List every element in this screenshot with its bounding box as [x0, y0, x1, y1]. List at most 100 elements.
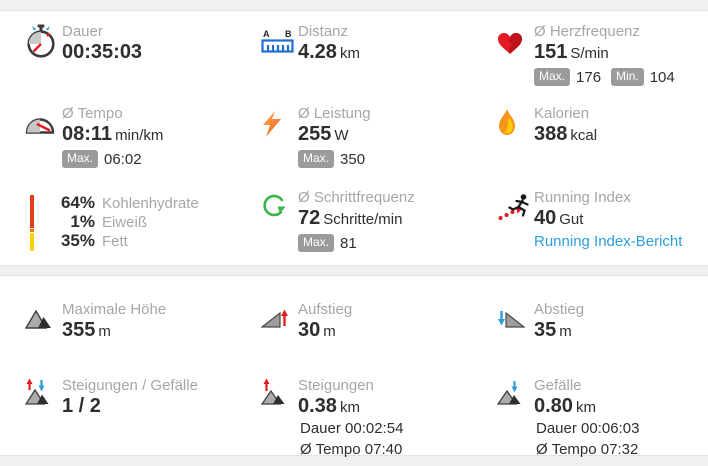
svg-text:A: A	[263, 29, 270, 39]
descents-label: Gefälle	[534, 377, 582, 394]
tile-pace: Ø Tempo 08:11 min/km Max. 06:02	[0, 104, 236, 188]
max-altitude-label: Maximale Höhe	[62, 301, 167, 318]
max-altitude-unit: m	[98, 323, 111, 340]
max-badge: Max.	[62, 150, 99, 168]
cadence-unit: Schritte/min	[323, 211, 403, 228]
protein-pct: 1%	[70, 212, 95, 231]
power-max: 350	[340, 150, 366, 168]
power-value: 255	[298, 123, 332, 145]
climbs-pace: Ø Tempo 07:40	[300, 441, 403, 458]
calories-value: 388	[534, 123, 568, 145]
carbs-label: Kohlenhydrate	[102, 195, 199, 212]
mountains-up-down-arrows-icon	[24, 376, 62, 466]
ascent-value: 30	[298, 319, 321, 341]
macro-row-protein: 1% Eiweiß	[47, 212, 199, 231]
tile-calories: Kalorien 388 kcal	[472, 104, 708, 188]
fat-label: Fett	[102, 233, 128, 250]
climbs-label: Steigungen	[298, 377, 374, 394]
tile-cadence: Ø Schrittfrequenz 72 Schritte/min Max. 81	[236, 188, 472, 267]
stopwatch-icon	[25, 22, 62, 104]
ascent-unit: m	[323, 323, 336, 340]
tile-heart-rate: Ø Herzfrequenz 151 S/min Max. 176 Min. 10…	[472, 22, 708, 104]
tile-descents: Gefälle 0.80 km Dauer 00:06:03 Ø Tempo 07…	[472, 376, 708, 466]
distance-unit: km	[339, 45, 360, 62]
descents-duration: Dauer 00:06:03	[536, 420, 640, 437]
power-label: Ø Leistung	[298, 105, 371, 122]
cadence-max: 81	[340, 234, 357, 252]
flame-icon	[497, 104, 534, 188]
max-badge: Max.	[298, 234, 335, 252]
macro-bar-fat	[30, 232, 34, 251]
tile-descent: Abstieg 35 m	[472, 300, 708, 376]
tile-max-altitude: Maximale Höhe 355 m	[0, 300, 236, 376]
max-badge: Max.	[534, 68, 571, 86]
distance-label: Distanz	[298, 23, 349, 40]
mountains-down-arrow-icon	[496, 376, 534, 466]
tile-power: Ø Leistung 255 W Max. 350	[236, 104, 472, 188]
descent-value: 35	[534, 319, 557, 341]
climbs-unit: km	[339, 399, 360, 416]
tile-climbs-descents: Steigungen / Gefälle 1 / 2	[0, 376, 236, 466]
pace-unit: min/km	[115, 127, 164, 144]
running-index-label: Running Index	[534, 189, 631, 206]
heart-rate-max: 176	[576, 68, 602, 86]
heart-rate-value: 151	[534, 41, 568, 63]
mountains-up-arrow-icon	[260, 376, 298, 466]
pace-max: 06:02	[104, 150, 142, 168]
mountain-icon	[24, 300, 62, 376]
pace-value: 08:11	[62, 123, 113, 145]
macro-row-fat: 35% Fett	[47, 231, 199, 250]
heart-icon	[497, 22, 534, 104]
fat-pct: 35%	[60, 231, 95, 250]
distance-value: 4.28	[298, 41, 337, 63]
running-index-value: 40	[534, 207, 557, 229]
calories-label: Kalorien	[534, 105, 590, 122]
summary-panel: Dauer 00:35:03 A B	[0, 10, 708, 266]
runner-trend-icon	[497, 188, 534, 267]
heart-rate-unit: S/min	[570, 45, 609, 62]
descents-value: 0.80	[534, 395, 573, 417]
min-badge: Min.	[611, 68, 644, 86]
climbs-descents-label: Steigungen / Gefälle	[62, 377, 198, 394]
gauge-icon	[25, 104, 62, 188]
max-badge: Max.	[298, 150, 335, 168]
circular-arrow-icon	[261, 188, 298, 267]
ascent-label: Aufstieg	[298, 301, 353, 318]
duration-value: 00:35:03	[62, 41, 143, 63]
climbs-value: 0.38	[298, 395, 337, 417]
cadence-label: Ø Schrittfrequenz	[298, 189, 415, 206]
svg-text:B: B	[285, 29, 292, 39]
max-altitude-value: 355	[62, 319, 96, 341]
climbs-descents-value: 1 / 2	[62, 395, 101, 417]
duration-label: Dauer	[62, 23, 103, 40]
altitude-panel: Maximale Höhe 355 m Aufstieg	[0, 275, 708, 458]
macro-row-carbs: 64% Kohlenhydrate	[47, 193, 199, 212]
running-index-rating: Gut	[559, 211, 584, 228]
ramp-up-red-arrow-icon	[260, 300, 298, 376]
pace-label: Ø Tempo	[62, 105, 123, 122]
descent-label: Abstieg	[534, 301, 585, 318]
descents-pace: Ø Tempo 07:32	[536, 441, 639, 458]
tile-climbs: Steigungen 0.38 km Dauer 00:02:54 Ø Tempo…	[236, 376, 472, 466]
climbs-duration: Dauer 00:02:54	[300, 420, 404, 437]
calories-unit: kcal	[570, 127, 598, 144]
cadence-value: 72	[298, 207, 321, 229]
macro-bar	[30, 195, 34, 251]
ramp-down-blue-arrow-icon	[497, 300, 534, 376]
heart-rate-label: Ø Herzfrequenz	[534, 23, 640, 40]
tile-running-index: Running Index 40 Gut Running Index-Berich…	[472, 188, 708, 267]
descent-unit: m	[559, 323, 572, 340]
descents-unit: km	[575, 399, 596, 416]
running-index-report-link[interactable]: Running Index-Bericht	[534, 233, 683, 250]
carbs-pct: 64%	[60, 193, 95, 212]
tile-energy-sources: 64% Kohlenhydrate 1% Eiweiß 35% Fett	[0, 188, 236, 267]
heart-rate-min: 104	[649, 68, 675, 86]
macro-bar-protein	[30, 228, 34, 232]
protein-label: Eiweiß	[102, 214, 148, 231]
ruler-icon: A B	[261, 22, 298, 104]
macro-bar-carbs	[30, 195, 34, 228]
tile-duration: Dauer 00:35:03	[0, 22, 236, 104]
tile-ascent: Aufstieg 30 m	[236, 300, 472, 376]
lightning-icon	[261, 104, 298, 188]
